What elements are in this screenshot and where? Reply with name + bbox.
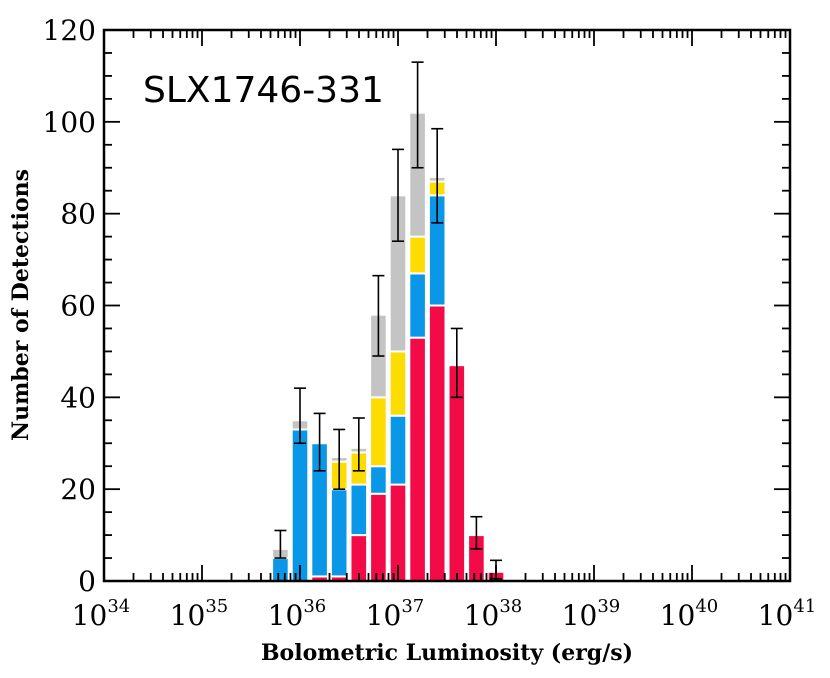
error-bar [333, 428, 346, 490]
error-bar [411, 61, 424, 169]
x-tick-label: 1037 [366, 596, 425, 632]
y-axis-title: Number of Detections [8, 169, 34, 441]
bar-segment-blue [271, 557, 290, 583]
y-tick-label: 40 [60, 381, 96, 414]
bar-segment-blue [329, 488, 349, 578]
y-tick-label: 100 [43, 106, 96, 139]
error-bar [392, 148, 404, 243]
error-bar [274, 529, 287, 559]
plot-frame [102, 28, 792, 583]
error-bar [450, 327, 463, 399]
x-tick-label: 1034 [72, 596, 131, 632]
x-tick-label: 1041 [758, 596, 817, 632]
bar-segment-red [427, 304, 447, 582]
y-tick-label: 120 [43, 14, 96, 47]
error-bar [313, 412, 326, 472]
error-bar [352, 417, 365, 472]
bar-segment-blue [408, 272, 427, 339]
error-bar [294, 387, 306, 445]
bar-segment-yellow [388, 350, 408, 417]
histogram-bars [271, 111, 506, 583]
x-tick-label: 1038 [464, 596, 523, 632]
x-tick-labels: 1034 1035 1036 1037 1038 1039 1040 1041 [72, 596, 817, 632]
bar-segment-yellow [408, 235, 427, 275]
y-tick-labels: 0 20 40 60 80 100 120 [43, 14, 96, 598]
axis-ticks [103, 29, 791, 582]
x-tick-label: 1036 [268, 596, 327, 632]
chart-annotation: SLX1746-331 [143, 70, 384, 111]
x-tick-label: 1035 [170, 596, 229, 632]
bar-segment-yellow [369, 396, 388, 468]
bar-segment-blue [369, 465, 388, 495]
error-bar [470, 515, 483, 550]
bar-segment-red [408, 336, 427, 582]
bar-segment-blue [290, 428, 310, 582]
error-bar [431, 127, 444, 224]
x-tick-label: 1040 [660, 596, 719, 632]
bar-segment-blue [388, 414, 408, 486]
y-tick-label: 80 [60, 198, 96, 231]
y-tick-label: 0 [78, 565, 96, 598]
y-tick-label: 20 [60, 473, 96, 506]
bar-segment-red [369, 492, 388, 582]
x-axis-title: Bolometric Luminosity (erg/s) [261, 640, 633, 666]
error-bar [372, 274, 385, 357]
y-tick-label: 60 [60, 290, 96, 323]
x-tick-label: 1039 [562, 596, 621, 632]
error-bars [274, 61, 502, 580]
bar-segment-blue [349, 483, 369, 537]
